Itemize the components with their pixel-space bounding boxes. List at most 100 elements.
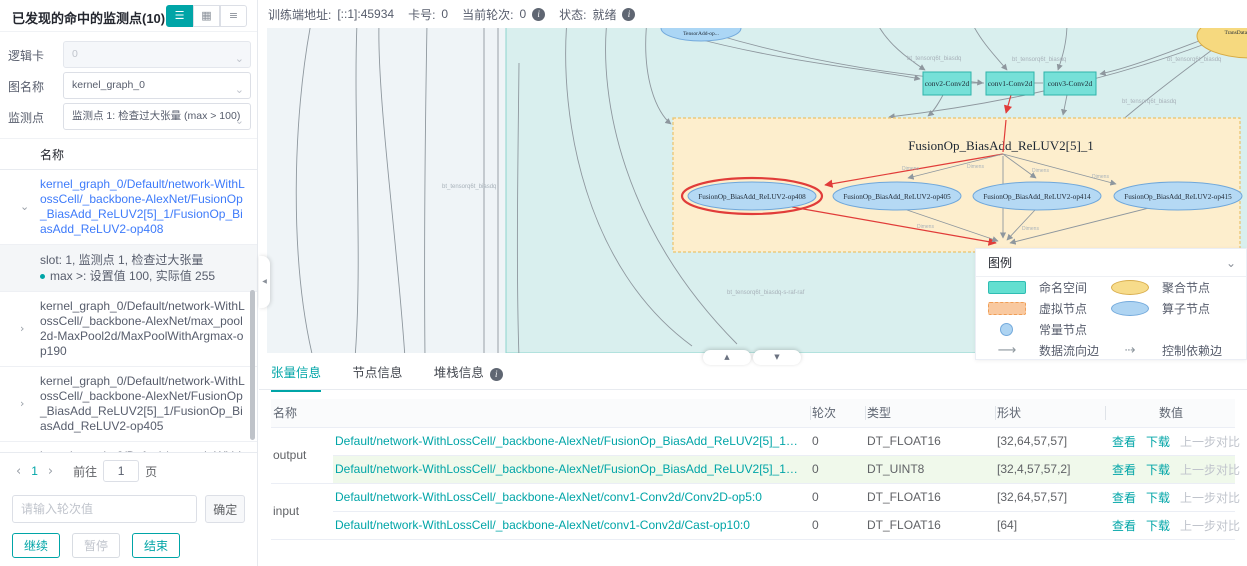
svg-text:FusionOp_BiasAdd_ReLUV2-op408: FusionOp_BiasAdd_ReLUV2-op408 <box>698 193 806 201</box>
view-link[interactable]: 查看 <box>1112 434 1137 449</box>
graph-node-conv3[interactable]: conv3-Conv2d <box>1043 71 1097 96</box>
prev-page-button[interactable]: ‹ <box>16 463 22 479</box>
tab-stack-info[interactable]: 堆栈信息 i <box>434 362 503 390</box>
tensor-step: 0 <box>810 483 866 512</box>
chevron-down-icon: ⌄ <box>234 83 244 96</box>
card-label: 卡号: <box>408 7 436 22</box>
highlight-ring <box>680 176 824 216</box>
graph-node-op414[interactable]: FusionOp_BiasAdd_ReLUV2-op414 <box>972 181 1102 211</box>
view-toggle-group: ☰ ▦ ≡ <box>166 5 247 27</box>
col-type: 类型 <box>865 399 996 428</box>
col-value: 数值 <box>1105 399 1236 428</box>
goto-page-input[interactable] <box>103 460 140 482</box>
tensor-name-link[interactable]: Default/network-WithLossCell/_backbone-A… <box>335 490 762 504</box>
tree-item-op190[interactable]: › kernel_graph_0/Default/network-WithLos… <box>0 292 257 367</box>
tab-tensor-info[interactable]: 张量信息 <box>271 362 322 392</box>
svg-text:bt_tensorq6t_biasdq-s-raf-raf: bt_tensorq6t_biasdq-s-raf-raf <box>727 290 805 296</box>
info-icon[interactable]: i <box>532 7 546 21</box>
chevron-down-icon[interactable]: ⌄ <box>1225 256 1236 270</box>
graph-node-op415[interactable]: FusionOp_BiasAdd_ReLUV2-op415 <box>1113 181 1243 211</box>
graph-node-aggregate[interactable]: TransData[2] <box>1196 28 1247 59</box>
svg-text:Dimens: Dimens <box>967 164 984 170</box>
chevron-collapsed-icon[interactable]: › <box>20 322 25 335</box>
graph-node-conv2[interactable]: conv2-Conv2d <box>922 71 972 96</box>
view-link[interactable]: 查看 <box>1112 518 1137 533</box>
namespace-swatch-icon <box>988 281 1026 294</box>
download-link[interactable]: 下载 <box>1146 434 1171 449</box>
grid-view-icon[interactable]: ▦ <box>193 5 220 27</box>
page-number-button[interactable]: 1 <box>31 464 38 478</box>
compare-link[interactable]: 上一步对比 <box>1180 518 1241 533</box>
debug-controls: 继续 暂停 结束 <box>0 527 257 566</box>
watchpoint-select[interactable]: 监测点 1: 检查过大张量 (max > 100) ⌄ <box>63 103 251 130</box>
download-link[interactable]: 下载 <box>1146 462 1171 477</box>
goto-label: 前往 <box>73 464 98 479</box>
computation-graph-canvas[interactable]: FusionOp_BiasAdd_ReLUV2[5]_1 TensorAdd <box>267 28 1247 353</box>
svg-text:conv2-Conv2d: conv2-Conv2d <box>925 79 970 88</box>
download-link[interactable]: 下载 <box>1146 518 1171 533</box>
graph-node-conv1[interactable]: conv1-Conv2d <box>985 71 1035 96</box>
view-link[interactable]: 查看 <box>1112 490 1137 505</box>
tensor-type: DT_UINT8 <box>865 455 996 484</box>
group-output: output <box>271 427 333 484</box>
chevron-collapsed-icon[interactable]: › <box>20 397 25 410</box>
tensor-shape: [32,4,57,57,2] <box>995 455 1106 484</box>
sidebar-collapse-handle[interactable]: ◀ <box>259 256 270 308</box>
info-icon[interactable]: i <box>622 7 636 21</box>
svg-text:TransData[2]: TransData[2] <box>1224 30 1247 36</box>
menu-view-icon[interactable]: ≡ <box>220 5 247 27</box>
terminate-button[interactable]: 结束 <box>132 533 181 558</box>
condition-dot-icon <box>40 274 45 279</box>
status-value: 就绪 <box>592 7 617 22</box>
continue-button[interactable]: 继续 <box>12 533 61 558</box>
tensor-table: 名称 轮次 类型 形状 数值 output Default/network-Wi… <box>271 399 1240 540</box>
graph-name-select[interactable]: kernel_graph_0 ⌄ <box>63 72 251 99</box>
step-value-input[interactable] <box>12 495 198 523</box>
list-view-icon[interactable]: ☰ <box>166 5 193 27</box>
filter-form: 逻辑卡 0 ⌄ 图名称 kernel_graph_0 ⌄ 监测点 监测点 1: … <box>0 32 257 139</box>
pause-button[interactable]: 暂停 <box>72 533 121 558</box>
legend-namespace: 命名空间 <box>988 279 1111 296</box>
tree-item-op405[interactable]: › kernel_graph_0/Default/network-WithLos… <box>0 367 257 442</box>
chevron-expanded-icon[interactable]: ⌄ <box>20 200 30 213</box>
tensor-step: 0 <box>810 511 866 540</box>
fusion-scope-title: FusionOp_BiasAdd_ReLUV2[5]_1 <box>908 138 1094 153</box>
graph-node-op405[interactable]: FusionOp_BiasAdd_ReLUV2-op405 <box>832 181 962 211</box>
legend-header: 图例 ⌄ <box>976 249 1246 277</box>
confirm-button[interactable]: 确定 <box>205 495 245 523</box>
col-name: 名称 <box>271 399 811 428</box>
watchpoint-label: 监测点 <box>8 111 45 125</box>
svg-text:FusionOp_BiasAdd_ReLUV2-op405: FusionOp_BiasAdd_ReLUV2-op405 <box>843 193 951 201</box>
tree-item-op408[interactable]: ⌄ kernel_graph_0/Default/network-WithLos… <box>0 170 257 245</box>
next-page-button[interactable]: › <box>47 463 54 479</box>
tree-item-op192[interactable]: › kernel_graph_0/Default/network-WithLos… <box>0 442 257 452</box>
tensor-type: DT_FLOAT16 <box>865 483 996 512</box>
compare-link[interactable]: 上一步对比 <box>1180 462 1241 477</box>
expand-down-handle[interactable]: ▼ <box>753 350 801 365</box>
table-row: Default/network-WithLossCell/_backbone-A… <box>271 511 1240 540</box>
tensor-name-link[interactable]: Default/network-WithLossCell/_backbone-A… <box>335 434 801 448</box>
view-link[interactable]: 查看 <box>1112 462 1137 477</box>
address-label: 训练端地址: <box>268 7 332 22</box>
logic-card-label: 逻辑卡 <box>8 49 45 63</box>
tensor-step: 0 <box>810 455 866 484</box>
step-input-row: 确定 <box>0 489 257 527</box>
tree-scrollbar[interactable] <box>250 290 255 440</box>
graph-node-op408[interactable]: FusionOp_BiasAdd_ReLUV2-op408 <box>680 176 824 216</box>
download-link[interactable]: 下载 <box>1146 490 1171 505</box>
svg-text:bt_tensorq6t_biasdq: bt_tensorq6t_biasdq <box>1012 57 1066 63</box>
hit-detail-condition: max >: 设置值 100, 实际值 255 <box>40 268 245 284</box>
tensor-shape: [32,64,57,57] <box>995 427 1106 456</box>
compare-link[interactable]: 上一步对比 <box>1180 490 1241 505</box>
logic-card-select[interactable]: 0 ⌄ <box>63 41 251 68</box>
tensor-name-link[interactable]: Default/network-WithLossCell/_backbone-A… <box>335 518 750 532</box>
tensor-name-link[interactable]: Default/network-WithLossCell/_backbone-A… <box>335 462 801 476</box>
compare-link[interactable]: 上一步对比 <box>1180 434 1241 449</box>
svg-text:conv3-Conv2d: conv3-Conv2d <box>1048 79 1093 88</box>
expand-up-handle[interactable]: ▲ <box>703 350 751 365</box>
hit-detail-slot: slot: 1, 监测点 1, 检查过大张量 <box>40 253 204 267</box>
graph-node-tensoradd[interactable]: TensorAdd-op... <box>660 28 742 42</box>
tab-node-info[interactable]: 节点信息 <box>352 366 403 380</box>
graph-svg: FusionOp_BiasAdd_ReLUV2[5]_1 TensorAdd <box>295 28 1247 353</box>
tensor-step: 0 <box>810 427 866 456</box>
